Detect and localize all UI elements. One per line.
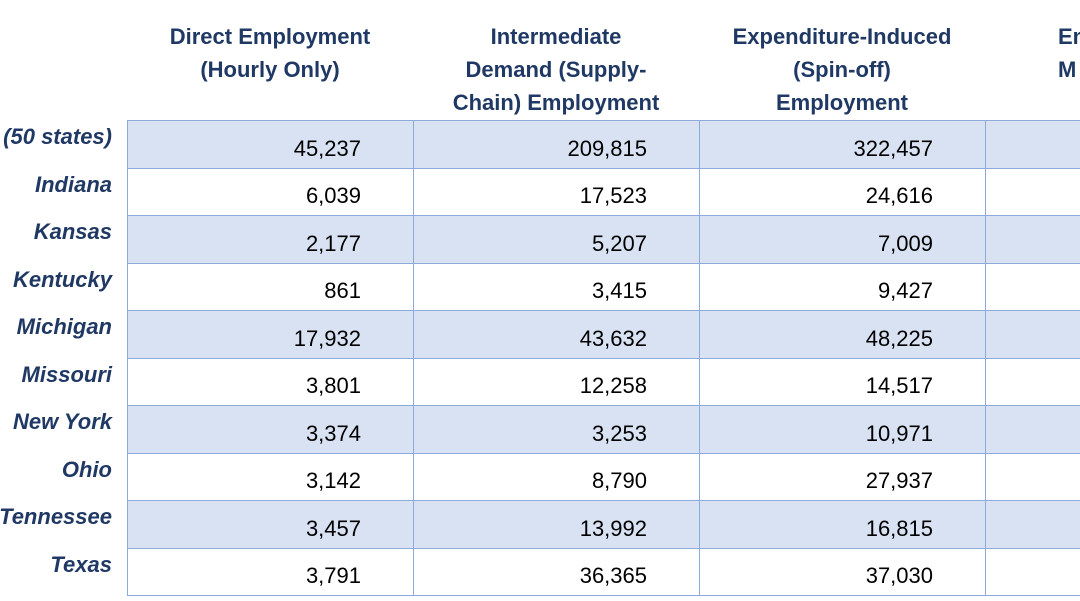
value-cell: 209,815 — [413, 120, 700, 169]
empty-cell — [985, 120, 1080, 169]
value-cell: 27,937 — [699, 452, 986, 501]
empty-cell — [985, 405, 1080, 454]
value-cell: 8,790 — [413, 452, 700, 501]
row-label: Michigan — [16, 314, 112, 339]
value-cell: 43,632 — [413, 310, 700, 359]
value-cell: 16,815 — [699, 500, 986, 549]
row-label: Ohio — [61, 456, 112, 482]
row-label: Tennessee — [0, 504, 112, 529]
column-header: Intermediate Demand (Supply- Chain) Employ… — [413, 20, 699, 119]
header-line: Chain) Employment — [452, 90, 660, 115]
value-cell: 14,517 — [699, 357, 986, 406]
row-label: Texas — [50, 551, 112, 577]
header-line: Expenditure-Induced — [732, 24, 952, 49]
value-cell: 3,791 — [127, 547, 414, 596]
header-line: (Spin-off) — [793, 57, 891, 82]
value-cell: 17,932 — [127, 310, 414, 359]
value-cell: 861 — [127, 262, 414, 311]
empty-cell — [985, 500, 1080, 549]
value-cell: 3,142 — [127, 452, 414, 501]
value-cell: 9,427 — [699, 262, 986, 311]
value-cell: 6,039 — [127, 167, 414, 216]
empty-cell — [985, 262, 1080, 311]
header-line: Intermediate — [490, 24, 622, 49]
value-cell: 45,237 — [127, 120, 414, 169]
value-cell: 13,992 — [413, 500, 700, 549]
header-line: Direct Employment — [169, 24, 371, 49]
row-label: Kansas — [33, 219, 112, 244]
value-cell: 17,523 — [413, 167, 700, 216]
empty-cell — [985, 167, 1080, 216]
column-header: Direct Employment (Hourly Only) — [127, 20, 413, 86]
header-line: Demand (Supply- — [465, 57, 647, 82]
column-header: Em M — [1058, 20, 1080, 86]
value-cell: 3,415 — [413, 262, 700, 311]
header-line: Employment — [775, 90, 909, 115]
header-line: (Hourly Only) — [200, 57, 340, 82]
value-cell: 36,365 — [413, 547, 700, 596]
value-cell: 7,009 — [699, 215, 986, 264]
value-cell: 12,258 — [413, 357, 700, 406]
row-label: Missouri — [21, 361, 112, 387]
row-label: New York — [12, 409, 112, 434]
row-label: (50 states) — [3, 124, 112, 149]
value-cell: 10,971 — [699, 405, 986, 454]
value-cell: 3,801 — [127, 357, 414, 406]
empty-cell — [985, 357, 1080, 406]
value-cell: 24,616 — [699, 167, 986, 216]
column-header: Expenditure-Induced (Spin-off) Employment — [699, 20, 985, 119]
row-label: Indiana — [34, 171, 112, 197]
value-cell: 3,253 — [413, 405, 700, 454]
value-cell: 37,030 — [699, 547, 986, 596]
empty-cell — [985, 215, 1080, 264]
value-cell: 5,207 — [413, 215, 700, 264]
row-label: Kentucky — [12, 266, 112, 292]
value-cell: 322,457 — [699, 120, 986, 169]
value-cell: 48,225 — [699, 310, 986, 359]
empty-cell — [985, 547, 1080, 596]
value-cell: 3,374 — [127, 405, 414, 454]
header-line: Em — [1058, 24, 1080, 49]
empty-cell — [985, 310, 1080, 359]
header-line: M — [1058, 57, 1077, 82]
value-cell: 3,457 — [127, 500, 414, 549]
empty-cell — [985, 452, 1080, 501]
value-cell: 2,177 — [127, 215, 414, 264]
